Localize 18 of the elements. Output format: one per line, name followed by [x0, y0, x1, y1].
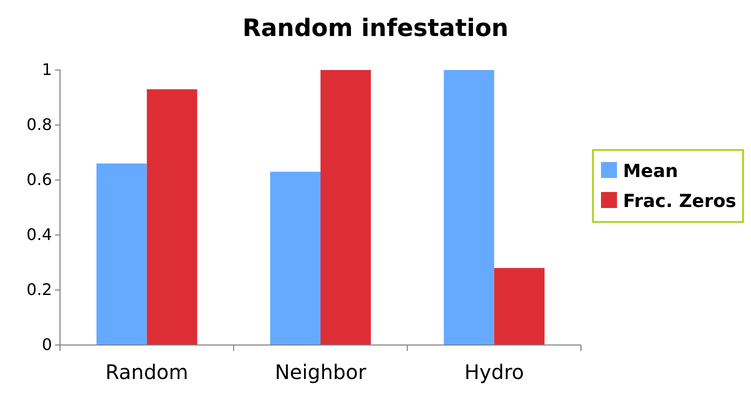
legend-label: Mean [623, 161, 678, 182]
bar [320, 70, 371, 345]
y-tick-label: 0.4 [26, 225, 52, 244]
bar [96, 164, 147, 345]
bar [444, 70, 494, 345]
y-tick-label: 0 [42, 335, 52, 354]
x-tick-label: Neighbor [274, 360, 367, 384]
x-tick-label: Random [105, 360, 188, 384]
bar [270, 172, 320, 345]
y-tick-label: 0.2 [26, 280, 52, 300]
x-tick-label: Hydro [464, 360, 524, 384]
bar [146, 89, 198, 345]
legend-label: Frac. Zeros [623, 191, 736, 212]
y-tick-label: 0.8 [26, 115, 52, 134]
bar [494, 268, 545, 345]
y-tick-label: 0.6 [26, 170, 52, 190]
chart-title: Random infestation [242, 14, 509, 42]
y-tick-label: 1 [42, 60, 52, 80]
